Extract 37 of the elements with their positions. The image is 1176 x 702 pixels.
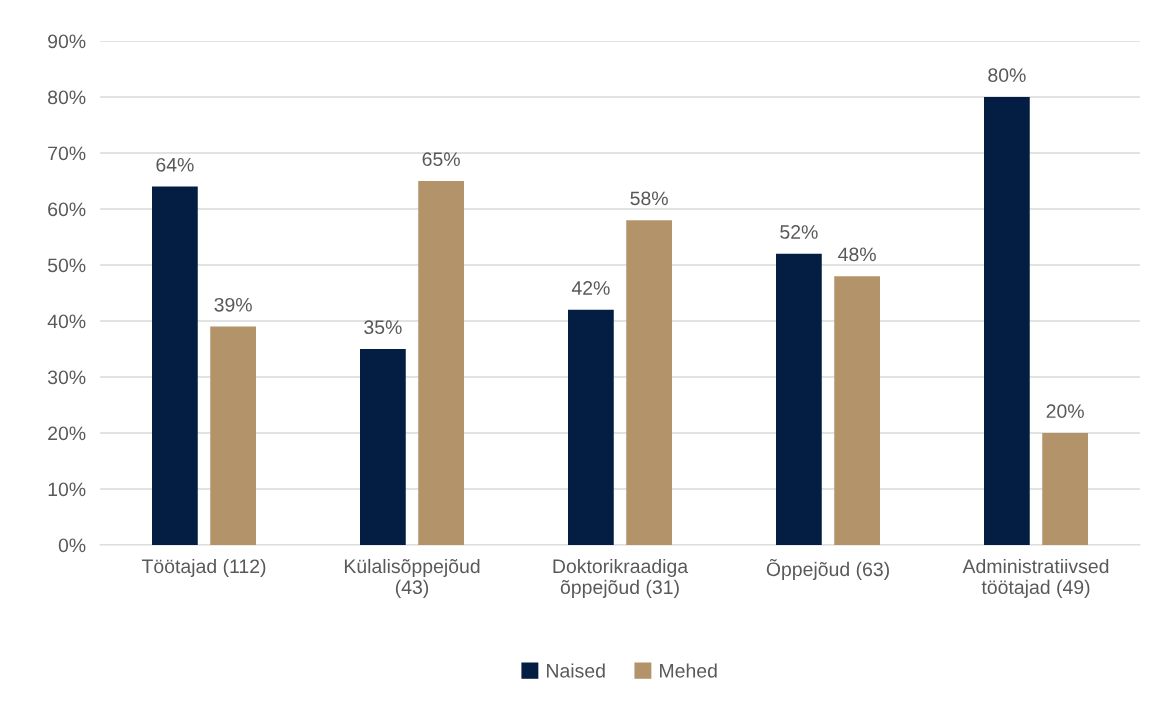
y-tick-label: 10% bbox=[48, 482, 86, 497]
data-label: 48% bbox=[838, 247, 876, 262]
bar bbox=[152, 186, 198, 545]
x-tick-label: Õppejõud (63) bbox=[766, 558, 889, 580]
y-tick-label: 20% bbox=[48, 426, 86, 441]
x-tick-label: Külalisõppejõud (43) bbox=[344, 558, 480, 598]
bar bbox=[626, 220, 672, 545]
y-tick-label: 60% bbox=[48, 202, 86, 217]
bar bbox=[360, 349, 406, 545]
y-tick-label: 80% bbox=[48, 90, 86, 105]
y-tick-label: 40% bbox=[47, 314, 86, 329]
bar bbox=[210, 326, 256, 545]
bar bbox=[984, 97, 1030, 545]
y-tick-label: 30% bbox=[47, 370, 86, 385]
x-tick-label: Doktorikraadiga õppejõud (31) bbox=[553, 558, 689, 598]
legend-label: Naised bbox=[547, 663, 605, 678]
x-tick-label: Administratiivsed töötajad (49) bbox=[962, 558, 1109, 598]
data-label: 58% bbox=[630, 191, 668, 206]
data-label: 52% bbox=[780, 225, 818, 239]
bar bbox=[1042, 433, 1088, 545]
y-tick-label: 0% bbox=[58, 538, 86, 553]
x-tick-label: Töötajad (112) bbox=[141, 558, 266, 578]
legend-label: Mehed bbox=[660, 663, 717, 678]
data-label: 64% bbox=[156, 157, 194, 172]
data-label: 39% bbox=[214, 297, 252, 312]
data-label: 65% bbox=[422, 152, 460, 167]
y-tick-label: 50% bbox=[47, 258, 86, 273]
y-tick-label: 90% bbox=[48, 34, 86, 49]
data-label: 35% bbox=[364, 320, 402, 335]
bar bbox=[834, 276, 880, 545]
bar bbox=[568, 309, 614, 545]
data-label: 80% bbox=[988, 68, 1026, 83]
bar bbox=[418, 181, 464, 545]
data-label: 42% bbox=[571, 281, 610, 295]
y-tick-label: 70% bbox=[48, 146, 86, 161]
data-label: 20% bbox=[1046, 404, 1084, 419]
bar bbox=[776, 253, 822, 545]
